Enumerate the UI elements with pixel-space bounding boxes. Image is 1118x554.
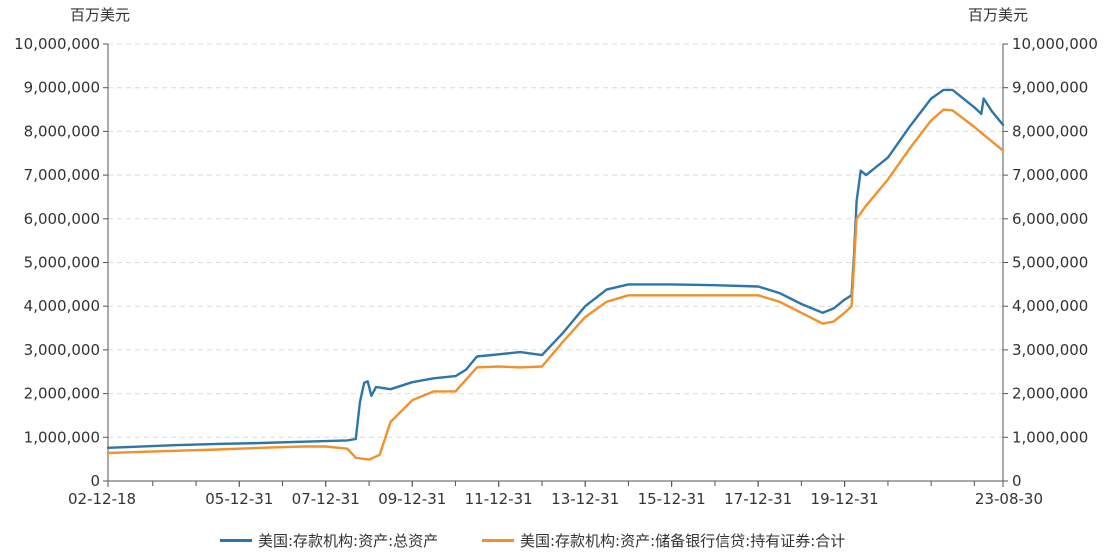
y-tick-label-right: 5,000,000 [1012,254,1088,272]
x-tick-label: 07-12-31 [292,490,360,508]
y-tick-label-left: 1,000,000 [24,428,100,446]
x-tick-label: 02-12-18 [68,490,136,508]
y-tick-label-right: 10,000,000 [1012,35,1098,53]
x-tick-label: 17-12-31 [724,490,792,508]
y-tick-label-left: 10,000,000 [14,35,100,53]
left-axis-unit: 百万美元 [70,6,131,24]
axes: 0 0 1,000,000 1,000,000 2,000,000 2,000,000 3,… [14,35,1098,508]
x-tick-label: 13-12-31 [551,490,619,508]
x-tick-label: 09-12-31 [378,490,446,508]
y-tick-label-right: 6,000,000 [1012,210,1088,228]
x-tick-label: 15-12-31 [638,490,706,508]
y-tick-label-left: 2,000,000 [24,385,100,403]
series-lines [106,88,1005,461]
legend-swatch-securities-held [482,538,514,542]
legend-label-securities-held: 美国:存款机构:资产:储备银行信贷:持有证券:合计 [520,531,846,550]
legend-item-securities-held[interactable]: 美国:存款机构:资产:储备银行信贷:持有证券:合计 [482,530,845,550]
y-tick-label-right: 8,000,000 [1012,122,1088,140]
y-tick-label-right: 9,000,000 [1012,79,1088,97]
y-tick-label-right: 0 [1012,472,1022,490]
y-tick-label-left: 4,000,000 [24,297,100,315]
y-tick-label-left: 6,000,000 [24,210,100,228]
y-tick-label-left: 7,000,000 [24,166,100,184]
y-tick-label-left: 5,000,000 [24,254,100,272]
x-tick-label: 19-12-31 [811,490,879,508]
x-tick-label: 11-12-31 [465,490,533,508]
y-tick-label-right: 1,000,000 [1012,428,1088,446]
y-tick-label-right: 7,000,000 [1012,166,1088,184]
y-tick-label-left: 8,000,000 [24,122,100,140]
y-tick-label-right: 4,000,000 [1012,297,1088,315]
y-tick-label-left: 9,000,000 [24,79,100,97]
legend: 美国:存款机构:资产:总资产 美国:存款机构:资产:储备银行信贷:持有证券:合计 [0,530,1118,552]
legend-swatch-total-assets [220,538,252,542]
y-tick-label-right: 2,000,000 [1012,385,1088,403]
y-tick-label-right: 3,000,000 [1012,341,1088,359]
y-tick-label-left: 0 [90,472,100,490]
series-line-1 [106,88,1005,449]
x-tick-label: 23-08-30 [975,490,1043,508]
series-line-2 [106,108,1005,461]
grid-lines [108,43,1003,438]
x-tick-label: 05-12-31 [205,490,273,508]
legend-label-total-assets: 美国:存款机构:资产:总资产 [258,531,439,550]
y-tick-label-left: 3,000,000 [24,341,100,359]
legend-item-total-assets[interactable]: 美国:存款机构:资产:总资产 [220,530,438,550]
right-axis-unit: 百万美元 [968,6,1029,24]
